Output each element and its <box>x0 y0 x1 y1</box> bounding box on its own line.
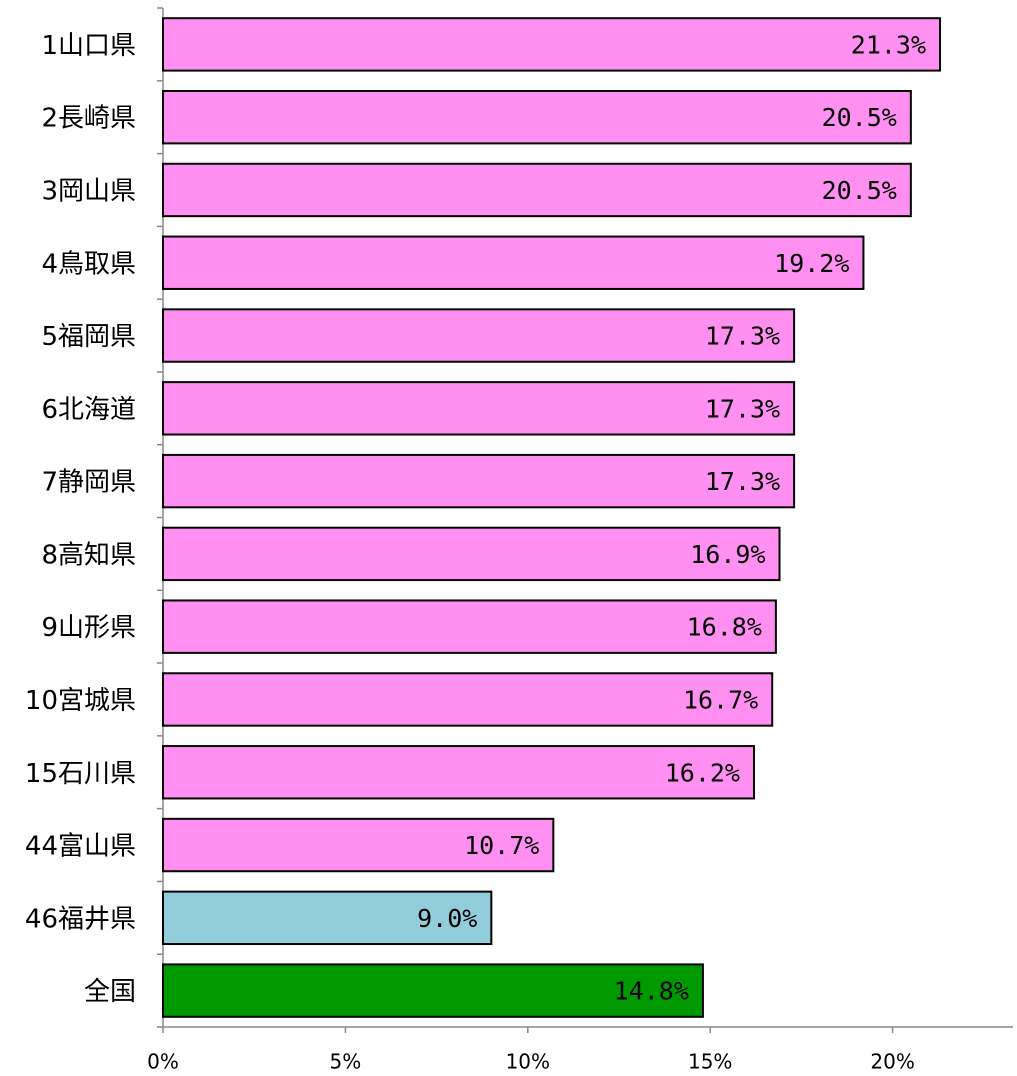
value-label: 9.0% <box>417 904 477 933</box>
bar <box>162 381 796 436</box>
bar <box>162 599 777 654</box>
bar <box>162 162 912 218</box>
category-label: 6北海道 <box>41 395 136 425</box>
category-label: 4鳥取県 <box>41 249 136 279</box>
x-tick-label: 0% <box>147 1050 179 1074</box>
value-label: 10.7% <box>464 831 539 860</box>
bar <box>162 963 704 1018</box>
x-tick-label: 15% <box>688 1050 732 1074</box>
value-label: 21.3% <box>851 30 926 59</box>
bar <box>162 235 865 290</box>
value-label: 17.3% <box>705 322 780 351</box>
bar <box>162 890 493 946</box>
category-label: 46福井県 <box>25 904 136 934</box>
category-label: 5福岡県 <box>41 322 136 352</box>
category-label: 9山形県 <box>41 613 136 643</box>
value-label: 16.2% <box>665 758 740 787</box>
x-tick-label: 5% <box>330 1050 362 1074</box>
bar <box>162 672 774 727</box>
category-label: 44富山県 <box>25 832 136 862</box>
value-label: 20.5% <box>822 176 897 205</box>
value-label: 16.7% <box>683 685 758 714</box>
bar <box>162 89 912 145</box>
x-tick-label: 20% <box>870 1050 914 1074</box>
value-label: 14.8% <box>614 977 689 1006</box>
value-label: 20.5% <box>822 103 897 132</box>
category-label: 3岡山県 <box>41 176 136 206</box>
value-label: 17.3% <box>705 394 780 423</box>
value-label: 19.2% <box>774 249 849 278</box>
value-label: 16.9% <box>690 540 765 569</box>
category-label: 7静岡県 <box>41 468 136 498</box>
x-tick-label: 10% <box>506 1050 550 1074</box>
category-label: 15石川県 <box>25 759 136 789</box>
category-label: 1山口県 <box>41 31 136 61</box>
bar <box>162 745 755 800</box>
category-label: 8高知県 <box>41 540 136 570</box>
bar <box>162 526 781 582</box>
bar <box>162 308 796 363</box>
bar <box>162 17 942 72</box>
category-label: 10宮城県 <box>25 686 136 716</box>
value-label: 17.3% <box>705 467 780 496</box>
value-label: 16.8% <box>687 613 762 642</box>
bar <box>162 453 796 509</box>
category-label: 2長崎県 <box>41 104 136 134</box>
category-label: 全国 <box>84 977 136 1007</box>
bar <box>162 817 555 873</box>
